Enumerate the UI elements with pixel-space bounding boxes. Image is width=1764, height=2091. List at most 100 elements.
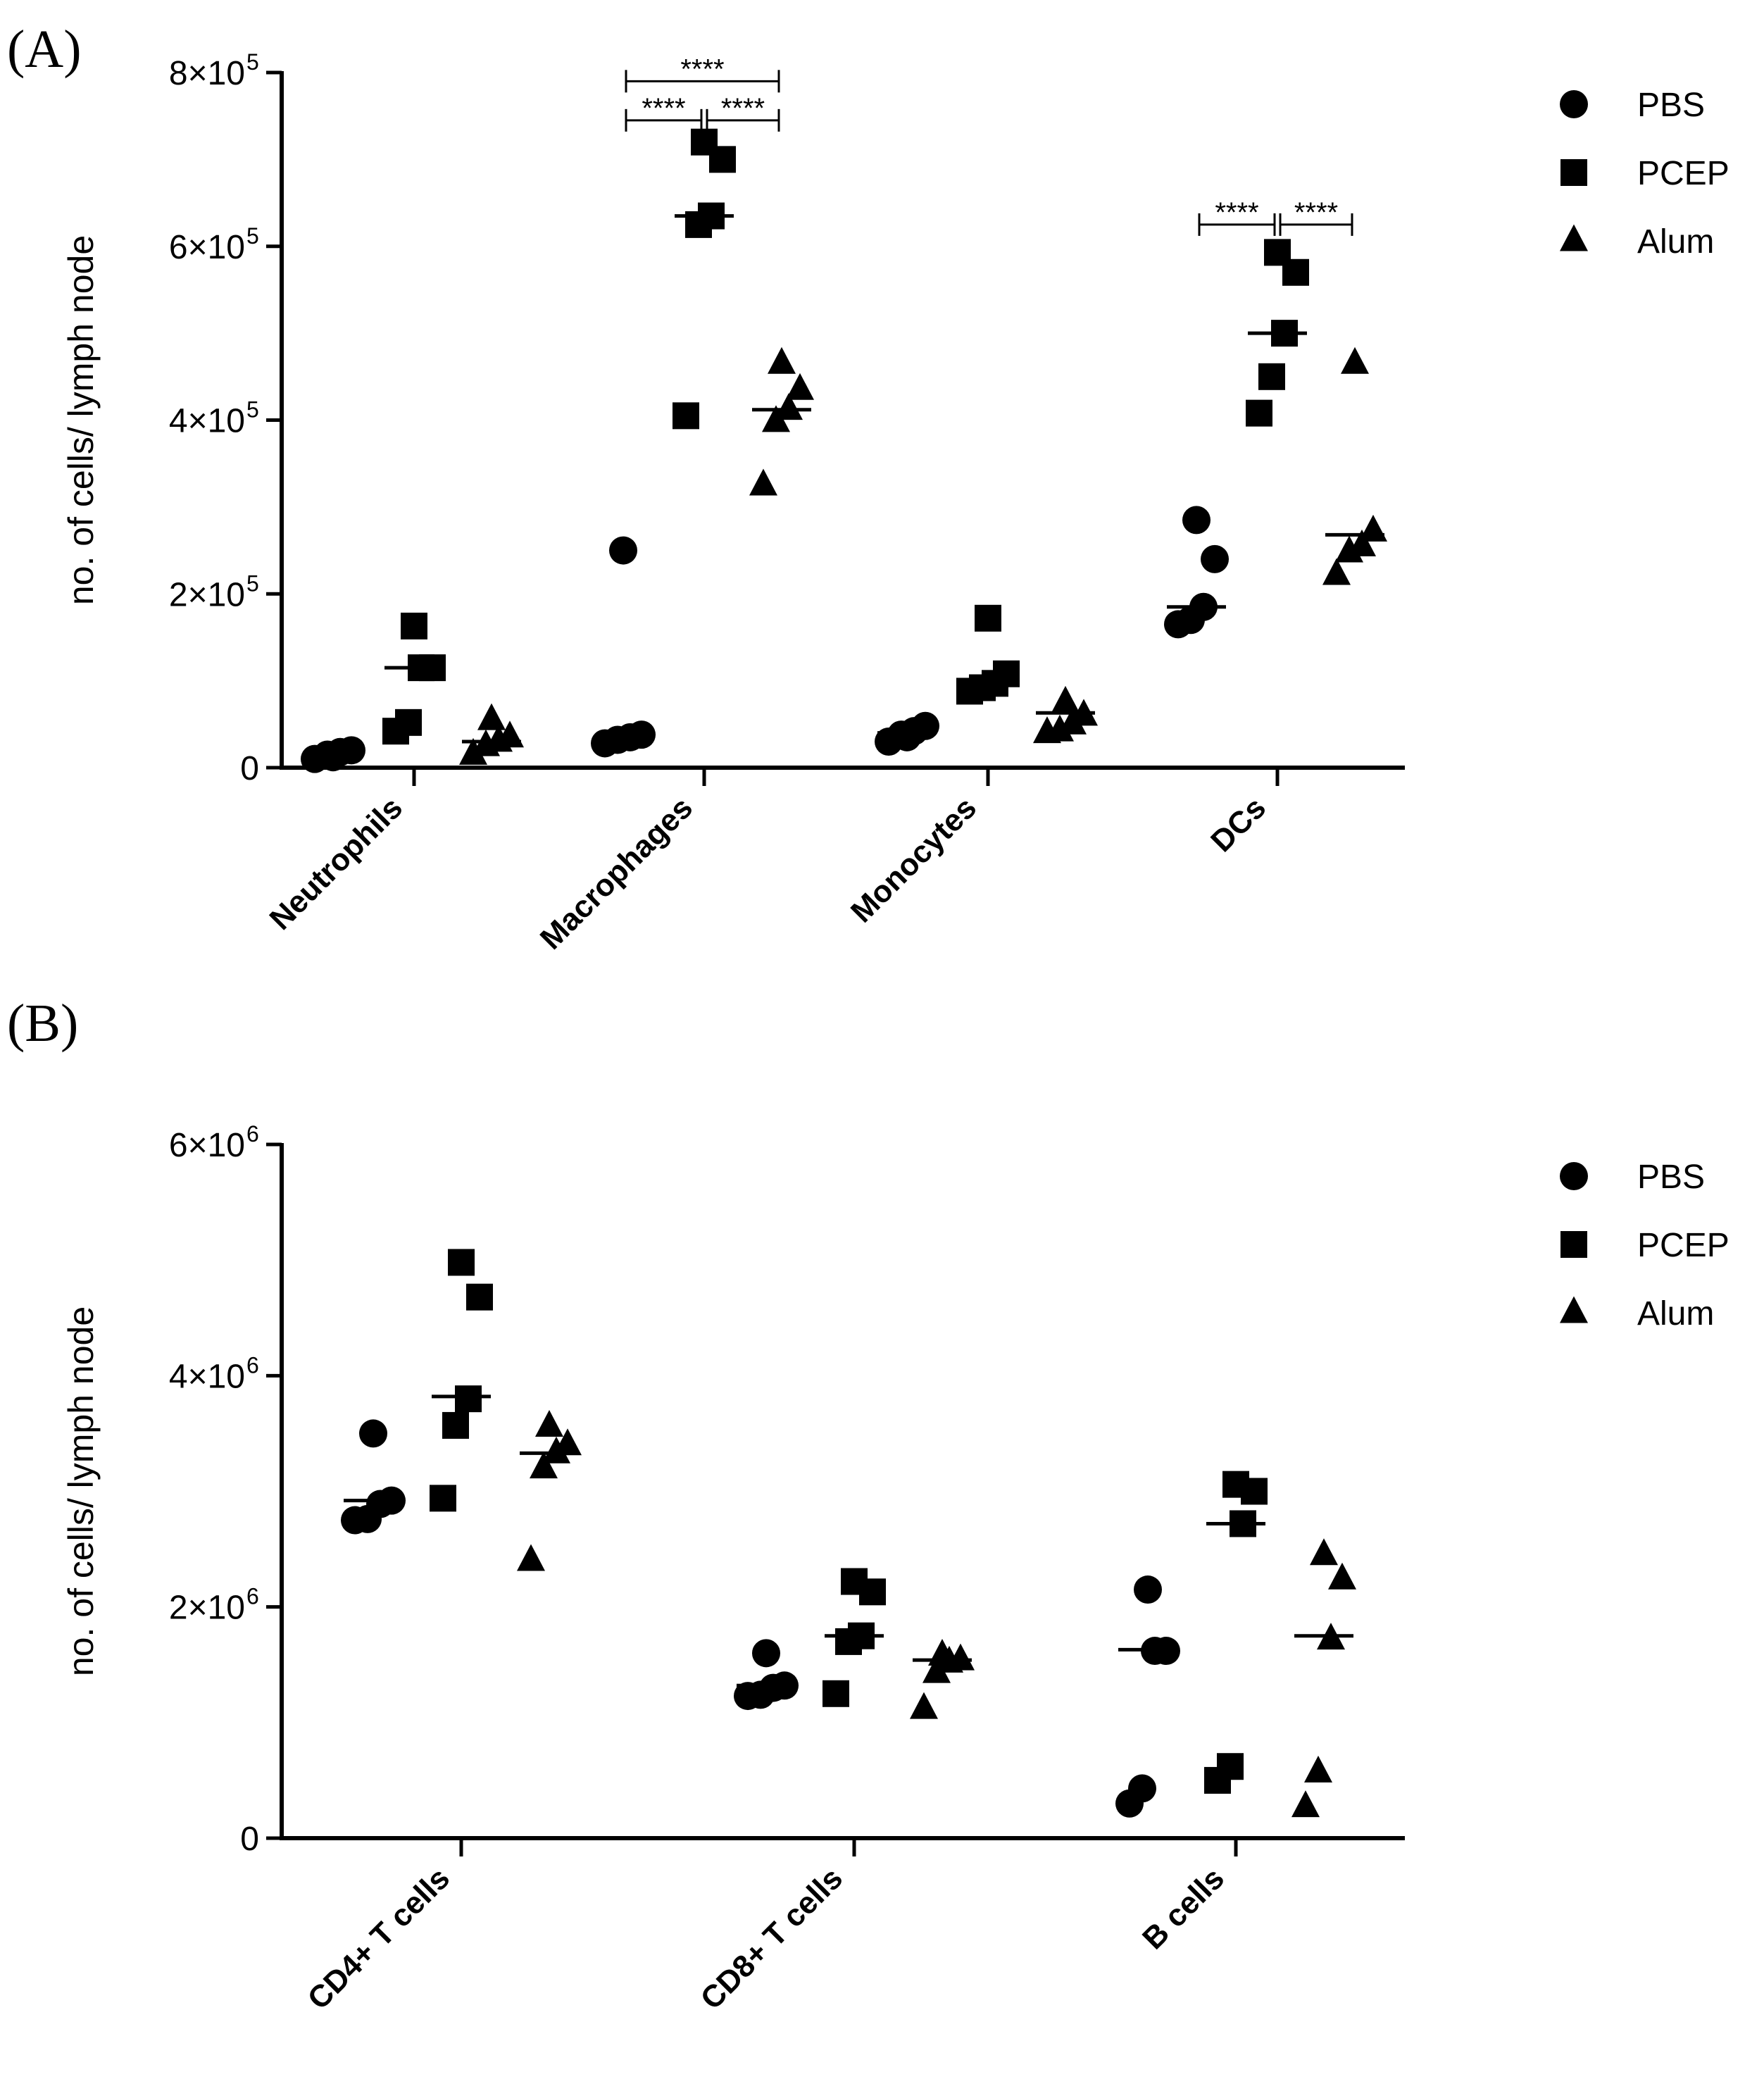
significance-label: **** — [642, 93, 685, 124]
data-point — [770, 1671, 799, 1700]
legend: PBS PCEP Alum — [1560, 87, 1729, 261]
category-label: CD8+ T cells — [694, 1861, 850, 2016]
category-label: Monocytes — [844, 790, 983, 929]
significance-bracket: **** — [625, 54, 780, 93]
data-point — [910, 1692, 938, 1719]
y-tick-label: 4×10 — [169, 403, 245, 440]
data-point — [627, 720, 656, 749]
data-point — [466, 1283, 493, 1311]
series-pbs — [341, 1419, 1180, 1818]
y-tick-label: 6×10 — [169, 1127, 245, 1164]
data-point — [786, 373, 814, 400]
data-point — [922, 1656, 951, 1683]
legend-label: PBS — [1637, 1159, 1705, 1196]
significance-label: **** — [1294, 197, 1338, 228]
y-tick-exponent: 6 — [246, 1121, 259, 1147]
series-alum — [459, 347, 1387, 765]
data-point — [477, 703, 506, 730]
category-label: B cells — [1136, 1861, 1231, 1956]
data-point — [1304, 1755, 1332, 1783]
data-point — [1046, 714, 1074, 742]
data-point — [430, 1485, 456, 1512]
category-label: DCs — [1204, 790, 1272, 859]
data-point — [1359, 514, 1387, 542]
legend-label: PCEP — [1637, 155, 1729, 192]
y-tick-label: 0 — [240, 750, 259, 787]
data-point — [1222, 1471, 1249, 1498]
significance-bracket: **** — [1198, 197, 1276, 236]
data-point — [1230, 1510, 1256, 1537]
panel-b: (B)02×10 64×10 66×10 6no. of cells/ lymph n… — [7, 994, 1729, 2016]
data-point — [1341, 347, 1369, 374]
significance-bracket: **** — [706, 93, 780, 132]
y-tick-label: 8×10 — [169, 55, 245, 92]
data-point — [1328, 1562, 1356, 1590]
data-point — [775, 393, 803, 420]
legend-label: Alum — [1637, 1295, 1714, 1332]
data-point — [401, 612, 427, 639]
data-point — [442, 1411, 469, 1439]
data-point — [1134, 1575, 1162, 1604]
data-point — [1217, 1753, 1244, 1780]
data-point — [1310, 1538, 1338, 1566]
data-point — [530, 1452, 558, 1479]
significance-bracket: **** — [1279, 197, 1353, 236]
data-point — [1322, 558, 1351, 585]
data-point — [1189, 592, 1218, 621]
data-point — [359, 1419, 387, 1448]
legend-label: PCEP — [1637, 1227, 1729, 1264]
legend-marker-alum — [1560, 1296, 1588, 1323]
data-point — [1291, 1790, 1320, 1818]
data-point — [1070, 699, 1098, 726]
y-axis-label: no. of cells/ lymph node — [61, 1306, 101, 1676]
data-point — [517, 1544, 545, 1571]
y-tick-exponent: 6 — [246, 1584, 259, 1609]
y-tick-label: 6×10 — [169, 229, 245, 266]
y-tick-label: 2×10 — [169, 576, 245, 613]
panel-label: (B) — [7, 994, 78, 1053]
data-point — [1271, 320, 1298, 347]
y-axis-label: no. of cells/ lymph node — [61, 235, 101, 605]
panel-a: (A)02×10 54×10 56×10 58×10 5no. of cells/ ly… — [7, 20, 1729, 956]
y-tick-exponent: 5 — [246, 49, 259, 75]
data-point — [1264, 239, 1291, 266]
legend-marker-pbs — [1560, 1162, 1588, 1190]
data-point — [975, 604, 1001, 632]
data-point — [928, 1639, 956, 1666]
data-point — [459, 737, 487, 765]
data-point — [553, 1428, 582, 1456]
data-point — [768, 347, 796, 374]
legend: PBS PCEP Alum — [1560, 1159, 1729, 1332]
data-point — [609, 536, 637, 565]
data-point — [535, 1410, 563, 1437]
data-point — [1246, 399, 1272, 427]
data-point — [841, 1568, 868, 1595]
y-tick-label: 2×10 — [169, 1590, 245, 1627]
series-alum — [517, 1410, 1356, 1818]
significance-label: **** — [721, 93, 765, 124]
legend-marker-pcep — [1560, 1231, 1587, 1258]
y-tick-exponent: 5 — [246, 397, 259, 423]
data-point — [993, 660, 1020, 687]
significance-label: **** — [680, 54, 724, 85]
data-point — [1152, 1637, 1180, 1666]
category-label: CD4+ T cells — [301, 1861, 457, 2016]
legend-label: Alum — [1637, 223, 1714, 261]
data-point — [319, 743, 347, 772]
data-point — [1201, 544, 1229, 573]
data-point — [395, 709, 422, 736]
data-point — [496, 720, 524, 748]
legend-marker-pcep — [1560, 159, 1587, 186]
y-tick-exponent: 6 — [246, 1352, 259, 1378]
legend-marker-alum — [1560, 224, 1588, 251]
y-tick-label: 4×10 — [169, 1358, 245, 1395]
data-point — [377, 1486, 406, 1515]
data-point — [752, 1639, 780, 1668]
series-pbs — [301, 506, 1229, 773]
data-point — [1182, 506, 1211, 535]
y-tick-label: 0 — [240, 1821, 259, 1858]
data-point — [822, 1680, 849, 1707]
data-point — [1128, 1774, 1156, 1803]
data-point — [893, 723, 921, 751]
